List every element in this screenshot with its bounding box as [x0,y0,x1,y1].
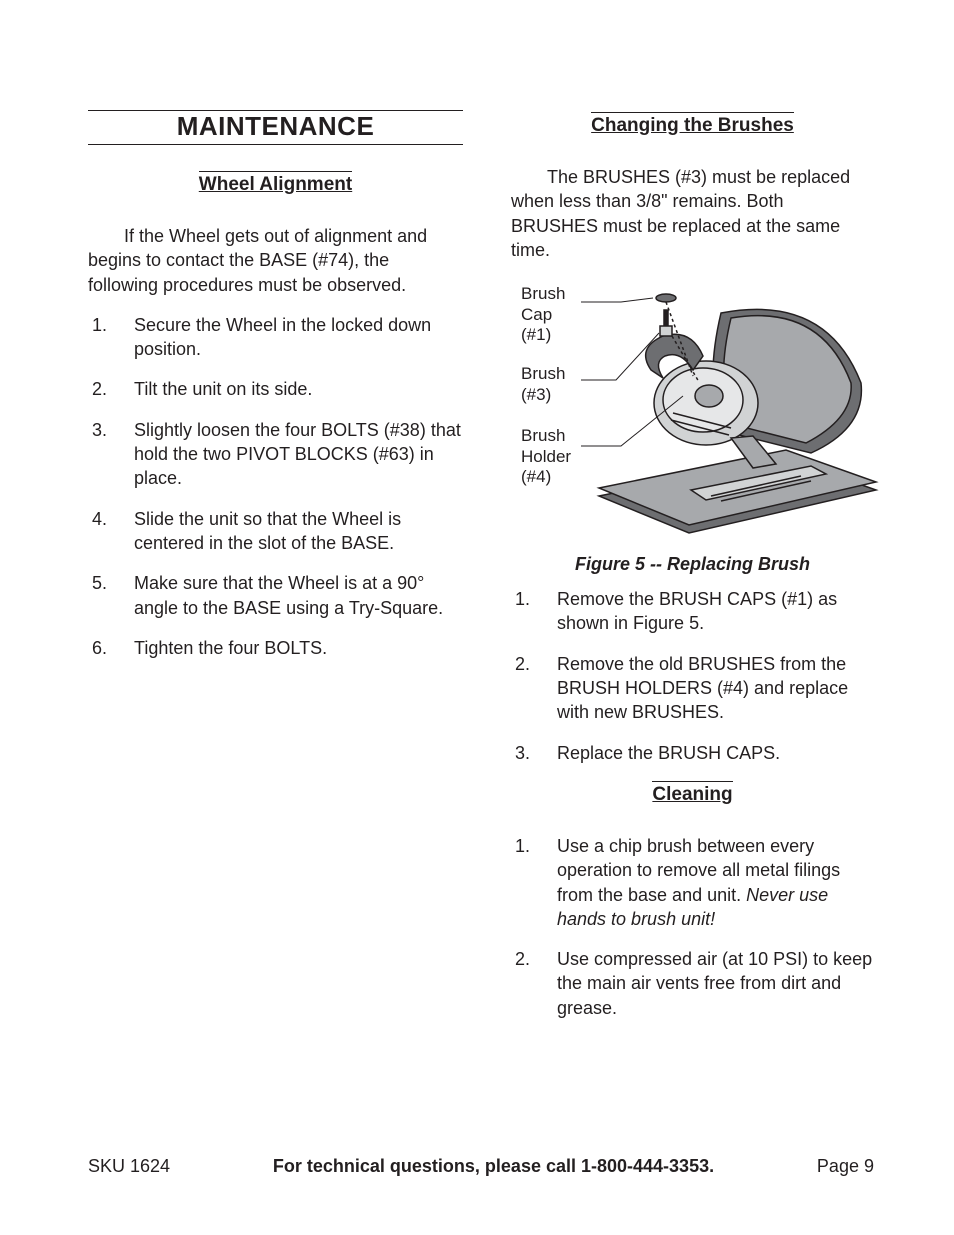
brush-diagram: BrushCap(#1) Brush(#3) BrushHolder(#4) [521,278,884,548]
left-column: MAINTENANCE Wheel Alignment If the Wheel… [88,110,463,1036]
list-item: Remove the old BRUSHES from the BRUSH HO… [511,652,874,725]
changing-brushes-heading: Changing the Brushes [591,112,794,137]
figure-caption: Figure 5 -- Replacing Brush [511,554,874,575]
list-item: Remove the BRUSH CAPS (#1) as shown in F… [511,587,874,636]
step-text: Use compressed air (at 10 PSI) to keep t… [557,949,872,1018]
wheel-alignment-heading: Wheel Alignment [199,171,352,196]
figure-5: BrushCap(#1) Brush(#3) BrushHolder(#4) [511,278,874,575]
list-item: Tighten the four BOLTS. [88,636,463,660]
wheel-alignment-intro: If the Wheel gets out of alignment and b… [88,224,463,297]
list-item: Secure the Wheel in the locked down posi… [88,313,463,362]
list-item: Use a chip brush between every operation… [511,834,874,931]
list-item: Tilt the unit on its side. [88,377,463,401]
two-column-layout: MAINTENANCE Wheel Alignment If the Wheel… [88,110,874,1036]
list-item: Make sure that the Wheel is at a 90° ang… [88,571,463,620]
changing-brushes-intro: The BRUSHES (#3) must be replaced when l… [511,165,874,262]
page-footer: SKU 1624 For technical questions, please… [88,1156,874,1177]
label-brush-holder: BrushHolder(#4) [521,426,571,487]
list-item: Slide the unit so that the Wheel is cent… [88,507,463,556]
diagram-svg [581,278,891,538]
changing-brushes-steps: Remove the BRUSH CAPS (#1) as shown in F… [511,587,874,765]
list-item: Replace the BRUSH CAPS. [511,741,874,765]
footer-tech: For technical questions, please call 1-8… [273,1156,714,1177]
cleaning-heading: Cleaning [652,781,732,806]
footer-sku: SKU 1624 [88,1156,170,1177]
right-column: Changing the Brushes The BRUSHES (#3) mu… [511,110,874,1036]
list-item: Slightly loosen the four BOLTS (#38) tha… [88,418,463,491]
footer-page: Page 9 [817,1156,874,1177]
list-item: Use compressed air (at 10 PSI) to keep t… [511,947,874,1020]
cleaning-steps: Use a chip brush between every operation… [511,834,874,1020]
label-brush-cap: BrushCap(#1) [521,284,565,345]
label-brush: Brush(#3) [521,364,565,405]
section-title: MAINTENANCE [88,110,463,145]
wheel-alignment-steps: Secure the Wheel in the locked down posi… [88,313,463,660]
